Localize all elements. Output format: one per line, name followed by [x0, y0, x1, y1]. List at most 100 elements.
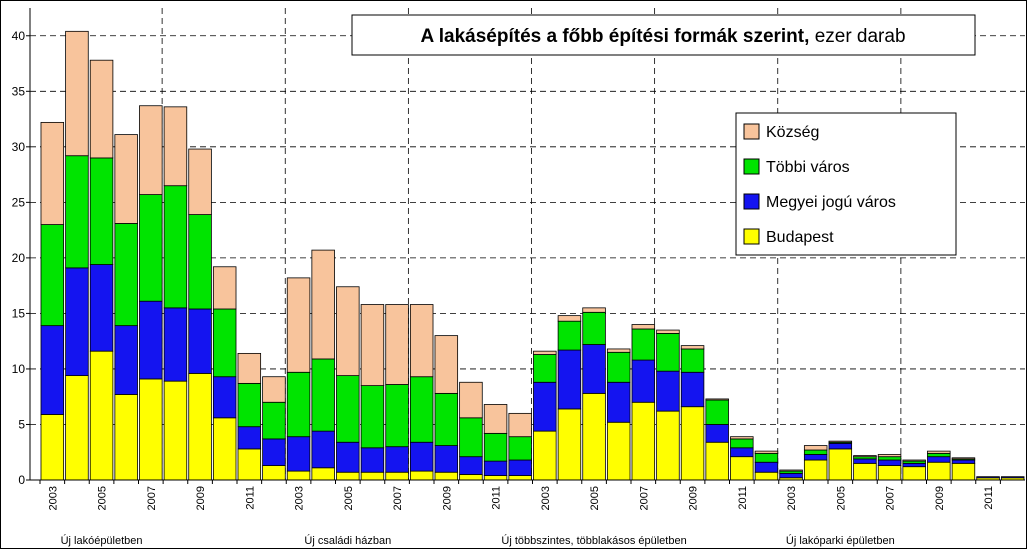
- bar-segment: [163, 185, 188, 309]
- bar-segment: [360, 447, 385, 473]
- legend-swatch: [743, 193, 760, 210]
- bar-segment: [927, 456, 951, 463]
- y-tick-label: 30: [12, 140, 26, 154]
- bar-segment: [582, 307, 606, 313]
- bar-segment: [188, 214, 212, 310]
- bar-segment: [65, 30, 89, 157]
- bar-segment: [163, 380, 188, 481]
- bar-segment: [65, 155, 89, 269]
- bar-segment: [951, 462, 976, 481]
- bar-segment: [853, 455, 877, 458]
- legend-swatch: [743, 158, 760, 175]
- bar-segment: [139, 105, 163, 195]
- bar-segment: [902, 466, 926, 481]
- bar-segment: [853, 462, 877, 481]
- bar-segment: [212, 376, 237, 419]
- bar-segment: [459, 417, 483, 458]
- bar-segment: [828, 442, 853, 450]
- bar-segment: [951, 457, 976, 460]
- bar-segment: [409, 376, 434, 443]
- bar-segment: [360, 304, 385, 387]
- bar-segment: [508, 436, 532, 461]
- bar-segment: [139, 194, 163, 302]
- y-tick-label: 40: [12, 29, 26, 43]
- bar-segment: [114, 394, 138, 481]
- bar-segment: [483, 432, 508, 462]
- x-tick-label: 2011: [737, 486, 749, 510]
- bar-segment: [902, 462, 926, 468]
- x-tick-label: 2003: [540, 486, 552, 510]
- bar-segment: [237, 448, 262, 481]
- bars: [40, 30, 1025, 481]
- x-tick-label: 2009: [195, 486, 207, 510]
- x-tick-label: 2005: [97, 486, 109, 510]
- group-label: Új lakóparki épületben: [786, 534, 895, 547]
- bar-segment: [262, 465, 286, 481]
- bar-segment: [139, 378, 163, 481]
- x-tick-label: 2005: [343, 486, 355, 510]
- bar-segment: [65, 375, 89, 481]
- bar-segment: [409, 304, 434, 378]
- group-label: Új családi házban: [304, 534, 391, 547]
- bar-segment: [680, 406, 705, 481]
- bar-segment: [877, 465, 902, 481]
- bar-segment: [360, 471, 385, 481]
- bar-segment: [311, 249, 335, 360]
- bar-segment: [188, 308, 212, 374]
- bar-segment: [557, 408, 582, 481]
- bar-segment: [89, 350, 114, 481]
- bar-segment: [89, 59, 114, 159]
- bar-segment: [902, 459, 926, 462]
- legend-label: Község: [766, 124, 819, 141]
- bar-segment: [730, 438, 754, 449]
- bar-segment: [533, 430, 557, 481]
- bar-segment: [188, 372, 212, 481]
- bar-segment: [459, 381, 483, 419]
- bar-segment: [286, 371, 311, 438]
- x-tick-label: 2003: [294, 486, 306, 510]
- bar-segment: [656, 370, 680, 412]
- bar-segment: [754, 461, 779, 473]
- bar-segment: [779, 472, 803, 479]
- x-tick-label: 2003: [47, 486, 59, 510]
- bar-segment: [656, 333, 680, 372]
- bar-segment: [606, 351, 631, 383]
- bar-segment: [139, 300, 163, 380]
- bar-segment: [311, 358, 335, 432]
- bar-segment: [40, 325, 65, 415]
- bar-segment: [163, 106, 188, 187]
- x-tick-label: 2011: [491, 486, 503, 510]
- legend-swatch: [743, 123, 760, 140]
- bar-segment: [754, 452, 779, 463]
- bar-segment: [656, 329, 680, 334]
- bar-segment: [631, 328, 656, 361]
- bar-segment: [927, 461, 951, 481]
- group-label: Új többszintes, többlakásos épületben: [501, 534, 686, 547]
- bar-segment: [508, 459, 532, 476]
- bar-segment: [508, 475, 532, 481]
- bar-segment: [114, 223, 138, 327]
- bar-segment: [927, 450, 951, 454]
- bar-segment: [631, 324, 656, 330]
- y-tick-label: 25: [12, 195, 26, 209]
- bar-segment: [40, 121, 65, 225]
- bar-segment: [533, 381, 557, 432]
- bar-segment: [1000, 476, 1025, 479]
- bar-segment: [65, 267, 89, 377]
- legend-label: Budapest: [766, 229, 834, 246]
- group-label: Új lakóépületben: [61, 534, 143, 547]
- bar-segment: [631, 359, 656, 403]
- bar-segment: [237, 352, 262, 384]
- bar-segment: [262, 376, 286, 403]
- bar-segment: [409, 470, 434, 481]
- title: A lakásépítés a főbb építési formák szer…: [420, 26, 809, 47]
- legend-label: Megyei jogú város: [766, 194, 896, 211]
- bar-segment: [212, 417, 237, 481]
- x-tick-label: 2007: [885, 486, 897, 510]
- legend: Község Többi város Megyei jogú város Budape…: [743, 123, 896, 246]
- bar-segment: [631, 401, 656, 481]
- bar-segment: [237, 382, 262, 428]
- bar-segment: [828, 440, 853, 443]
- bar-segment: [212, 308, 237, 378]
- bar-segment: [828, 448, 853, 481]
